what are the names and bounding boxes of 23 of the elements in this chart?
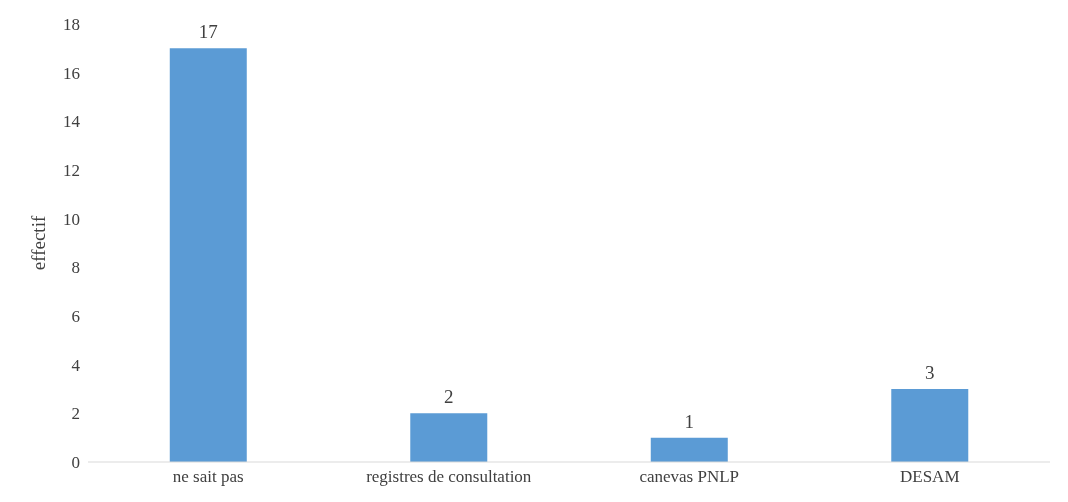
bar [410, 413, 488, 462]
y-tick-label: 8 [71, 258, 80, 278]
bar [650, 437, 728, 462]
x-tick-label: ne sait pas [172, 467, 244, 487]
y-tick-label: 18 [63, 15, 80, 35]
y-tick-label: 4 [71, 355, 81, 375]
x-tick-label: registres de consultation [366, 467, 532, 487]
x-tick-label: canevas PNLP [639, 467, 740, 487]
data-label: 2 [444, 386, 454, 408]
y-tick-label: 12 [63, 161, 80, 181]
x-tick-label: DESAM [899, 467, 960, 487]
data-label: 17 [198, 21, 218, 43]
y-tick-label: 10 [63, 209, 80, 229]
data-label: 1 [684, 410, 695, 432]
y-tick-label: 0 [71, 453, 80, 473]
y-tick-label: 2 [71, 404, 80, 424]
bar [891, 389, 969, 462]
y-tick-label: 14 [63, 112, 81, 132]
data-label: 3 [925, 362, 935, 383]
bar [169, 48, 247, 462]
y-tick-label: 6 [71, 307, 80, 327]
y-axis-title: effectif [27, 215, 49, 271]
y-tick-label: 16 [63, 63, 80, 83]
